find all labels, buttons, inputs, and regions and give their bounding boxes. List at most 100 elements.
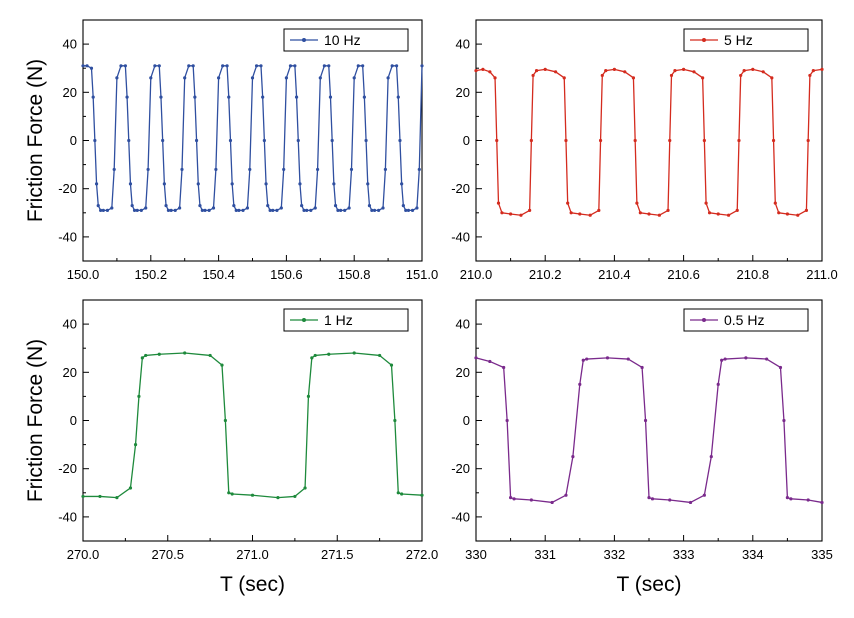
data-point — [211, 206, 216, 210]
data-point — [261, 95, 265, 99]
data-point — [327, 64, 331, 68]
data-point — [241, 208, 245, 212]
data-point — [203, 208, 207, 212]
legend-label: 10 Hz — [324, 32, 361, 48]
data-point — [230, 492, 234, 496]
x-tick-label: 272.0 — [406, 547, 439, 562]
data-point — [751, 67, 755, 72]
data-point — [191, 64, 195, 68]
data-point — [785, 496, 790, 500]
data-point — [200, 208, 204, 212]
data-point — [157, 352, 161, 356]
data-point — [543, 67, 547, 72]
data-point — [381, 206, 385, 210]
data-point — [127, 138, 131, 143]
y-tick-label: 0 — [463, 413, 470, 428]
series-line-5-hz — [475, 68, 823, 216]
data-point — [81, 64, 85, 68]
data-point — [271, 208, 275, 212]
data-point — [474, 356, 478, 360]
data-point — [495, 138, 499, 143]
data-point — [657, 213, 661, 217]
data-point — [390, 64, 394, 68]
legend-marker — [702, 38, 706, 42]
data-point — [310, 356, 314, 360]
data-point — [306, 394, 311, 398]
data-point — [534, 69, 539, 73]
data-point — [704, 201, 708, 205]
data-point — [600, 73, 604, 78]
y-tick-label: 40 — [456, 317, 470, 332]
data-point — [396, 95, 400, 99]
x-tick-label: 334 — [742, 547, 764, 562]
data-point — [276, 496, 280, 500]
data-point — [778, 365, 783, 370]
data-point — [194, 138, 199, 143]
x-tick-label: 211.0 — [806, 267, 838, 282]
data-point — [140, 356, 144, 360]
data-point — [119, 64, 123, 68]
data-point — [336, 208, 340, 212]
data-point — [322, 64, 326, 68]
data-point — [169, 208, 173, 212]
data-point — [669, 73, 674, 78]
data-point — [130, 203, 134, 208]
data-point — [789, 497, 793, 501]
plot-frame — [82, 19, 423, 262]
data-point — [166, 208, 171, 212]
data-point — [85, 64, 89, 68]
data-point — [744, 356, 748, 360]
data-point — [149, 76, 153, 80]
data-point — [771, 138, 776, 143]
data-point — [782, 418, 786, 423]
y-tick-label: -40 — [58, 509, 77, 524]
data-point — [585, 357, 589, 361]
y-tick-label: -20 — [58, 461, 77, 476]
legend-label: 5 Hz — [724, 32, 753, 48]
data-point — [742, 69, 746, 73]
y-axis-label: Friction Force (N) — [24, 59, 47, 222]
data-point — [581, 358, 585, 362]
data-point — [417, 167, 421, 172]
data-point — [668, 498, 672, 502]
data-point — [89, 66, 94, 70]
data-point — [221, 64, 225, 68]
legend-box — [283, 308, 409, 332]
data-point — [330, 138, 334, 143]
data-point — [173, 208, 177, 212]
y-tick-label: 20 — [456, 365, 470, 380]
data-point — [352, 76, 356, 80]
data-point — [302, 208, 306, 212]
data-point — [282, 167, 286, 172]
y-tick-label: 40 — [63, 317, 77, 332]
panel-top-right: 210.0 210.2 210.4 210.6 210.8 211.0 -40 -20 0 20 4… — [451, 19, 838, 282]
data-point — [94, 182, 99, 186]
data-point — [631, 76, 636, 80]
data-point — [597, 208, 601, 212]
data-point — [98, 494, 102, 499]
data-point — [262, 138, 266, 143]
panel-bottom-right: 330 331 332 333 334 335 -40 -20 0 20 40 T (sec) 0.5 … — [451, 299, 833, 596]
x-tick-label: 150.2 — [135, 267, 168, 282]
data-point — [666, 208, 670, 212]
data-point — [640, 365, 644, 370]
data-point — [635, 201, 639, 205]
data-point — [105, 208, 110, 212]
data-point — [806, 498, 810, 502]
data-point — [765, 357, 769, 361]
data-point — [248, 167, 252, 172]
data-point — [529, 138, 533, 143]
data-point — [187, 64, 191, 68]
data-point — [93, 138, 97, 143]
data-point — [737, 138, 741, 143]
data-point — [144, 206, 148, 210]
legend-box — [683, 28, 809, 52]
data-point — [366, 182, 370, 186]
data-point — [688, 500, 693, 505]
data-point — [806, 138, 810, 143]
data-point — [367, 203, 372, 208]
x-tick-label: 210.0 — [460, 267, 493, 282]
data-point — [193, 95, 197, 99]
y-tick-label: 20 — [456, 85, 470, 100]
